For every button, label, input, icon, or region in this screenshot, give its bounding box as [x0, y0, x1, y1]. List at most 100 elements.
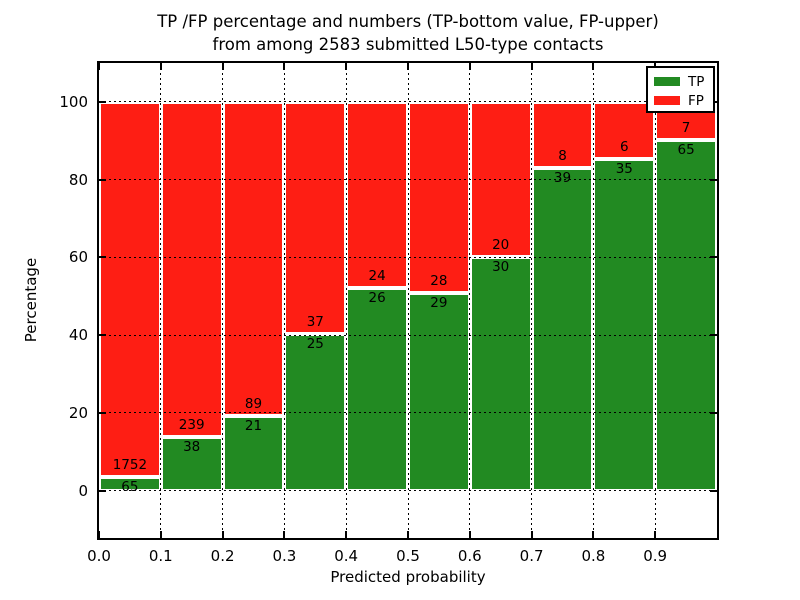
y-tick-mark — [710, 411, 717, 414]
tp-bar-segment — [222, 416, 285, 491]
fp-count-label: 89 — [244, 396, 263, 413]
tp-count-label: 39 — [553, 170, 572, 187]
x-tick-mark — [283, 63, 286, 70]
tp-bar-segment — [593, 158, 656, 491]
fp-count-label: 239 — [178, 417, 205, 434]
tp-bar-segment — [408, 292, 470, 491]
fp-count-label: 20 — [492, 237, 510, 254]
legend-label: FP — [688, 92, 704, 109]
x-tick-mark — [159, 531, 162, 538]
x-tick-label: 0.5 — [396, 547, 420, 565]
tp-bar-segment — [469, 257, 532, 491]
x-axis-label: Predicted probability — [330, 568, 486, 586]
fp-bar-segment — [284, 101, 347, 334]
tp-legend-swatch — [654, 77, 680, 86]
y-tick-label: 100 — [59, 92, 88, 111]
x-tick-mark — [98, 531, 100, 538]
tp-count-label: 35 — [615, 160, 633, 177]
x-tick-mark — [654, 531, 657, 538]
y-tick-mark — [99, 256, 106, 259]
x-tick-label: 0.8 — [581, 547, 606, 565]
vertical-gridline — [160, 63, 162, 538]
x-tick-mark — [592, 63, 595, 70]
legend-row: FP — [648, 91, 713, 110]
vertical-gridline — [469, 63, 471, 538]
tp-bar-segment — [346, 288, 408, 491]
y-tick-label: 80 — [68, 170, 88, 189]
vertical-gridline — [345, 63, 347, 538]
x-tick-label: 0.7 — [519, 547, 544, 565]
tp-bar-segment — [531, 168, 594, 491]
x-tick-mark — [345, 63, 348, 70]
y-tick-mark — [99, 100, 106, 103]
tp-bar-segment — [160, 437, 223, 491]
y-tick-mark — [99, 489, 106, 492]
tp-bar-segment — [99, 476, 161, 491]
fp-count-label: 8 — [558, 148, 567, 165]
plot-inner: TP FP 1752 65 239 38 89 21 37 25 24 26 28 29 20 30 8 39 6… — [98, 63, 717, 538]
legend: TP FP — [646, 66, 715, 113]
fp-count-label: 37 — [306, 313, 324, 330]
tp-count-label: 29 — [430, 294, 448, 311]
fp-bar-segment — [222, 101, 285, 417]
x-tick-label: 0.0 — [87, 547, 111, 565]
fp-count-label: 24 — [368, 268, 386, 285]
horizontal-gridline — [99, 101, 717, 103]
y-tick-label: 60 — [68, 248, 88, 267]
vertical-gridline — [654, 63, 656, 538]
x-tick-mark — [221, 63, 224, 70]
vertical-gridline — [407, 63, 409, 538]
fp-count-label: 1752 — [112, 456, 148, 473]
x-tick-mark — [530, 531, 533, 538]
x-tick-mark — [468, 63, 471, 70]
y-tick-mark — [99, 411, 106, 414]
tp-count-label: 30 — [492, 259, 510, 276]
chart-title: TP /FP percentage and numbers (TP-bottom… — [97, 10, 719, 56]
x-tick-label: 0.4 — [334, 547, 359, 565]
y-tick-mark — [710, 256, 717, 259]
y-tick-label: 0 — [78, 481, 88, 500]
x-tick-mark — [407, 531, 409, 538]
tp-count-label: 38 — [183, 439, 201, 456]
fp-count-label: 7 — [681, 119, 691, 136]
fp-bar-segment — [531, 101, 594, 169]
vertical-gridline — [531, 63, 533, 538]
y-tick-label: 40 — [68, 326, 88, 345]
tp-count-label: 26 — [368, 290, 386, 307]
fp-bar-segment — [593, 101, 656, 159]
y-tick-mark — [710, 178, 717, 181]
y-tick-label: 20 — [68, 403, 88, 422]
fp-bar-segment — [408, 101, 470, 293]
x-tick-label: 0.1 — [148, 547, 173, 565]
legend-row: TP — [648, 72, 713, 91]
x-tick-mark — [530, 63, 533, 70]
vertical-gridline — [222, 63, 224, 538]
fp-bar-segment — [160, 101, 223, 438]
horizontal-gridline — [99, 490, 717, 492]
tp-count-label: 65 — [121, 478, 139, 495]
x-tick-mark — [221, 531, 224, 538]
vertical-gridline — [283, 63, 285, 538]
x-tick-mark — [98, 63, 100, 70]
x-tick-label: 0.2 — [210, 547, 235, 565]
y-tick-mark — [710, 334, 717, 337]
plot-area: TP FP 1752 65 239 38 89 21 37 25 24 26 28 29 20 30 8 39 6… — [97, 61, 719, 540]
x-tick-mark — [592, 531, 595, 538]
tp-count-label: 21 — [244, 418, 263, 435]
y-axis-label: Percentage — [22, 257, 40, 343]
chart-title-line1: TP /FP percentage and numbers (TP-bottom… — [157, 12, 659, 31]
x-tick-mark — [345, 531, 348, 538]
fp-bar-segment — [346, 101, 408, 289]
horizontal-gridline — [99, 179, 717, 181]
x-tick-label: 0.6 — [457, 547, 482, 565]
fp-legend-swatch — [654, 96, 680, 105]
x-tick-label: 0.3 — [272, 547, 297, 565]
horizontal-gridline — [99, 256, 717, 258]
x-tick-mark — [407, 63, 409, 70]
fp-count-label: 28 — [430, 272, 448, 289]
tp-bar-segment — [284, 333, 347, 491]
x-tick-mark — [283, 531, 286, 538]
y-tick-mark — [99, 178, 106, 181]
tp-count-label: 25 — [306, 335, 324, 352]
